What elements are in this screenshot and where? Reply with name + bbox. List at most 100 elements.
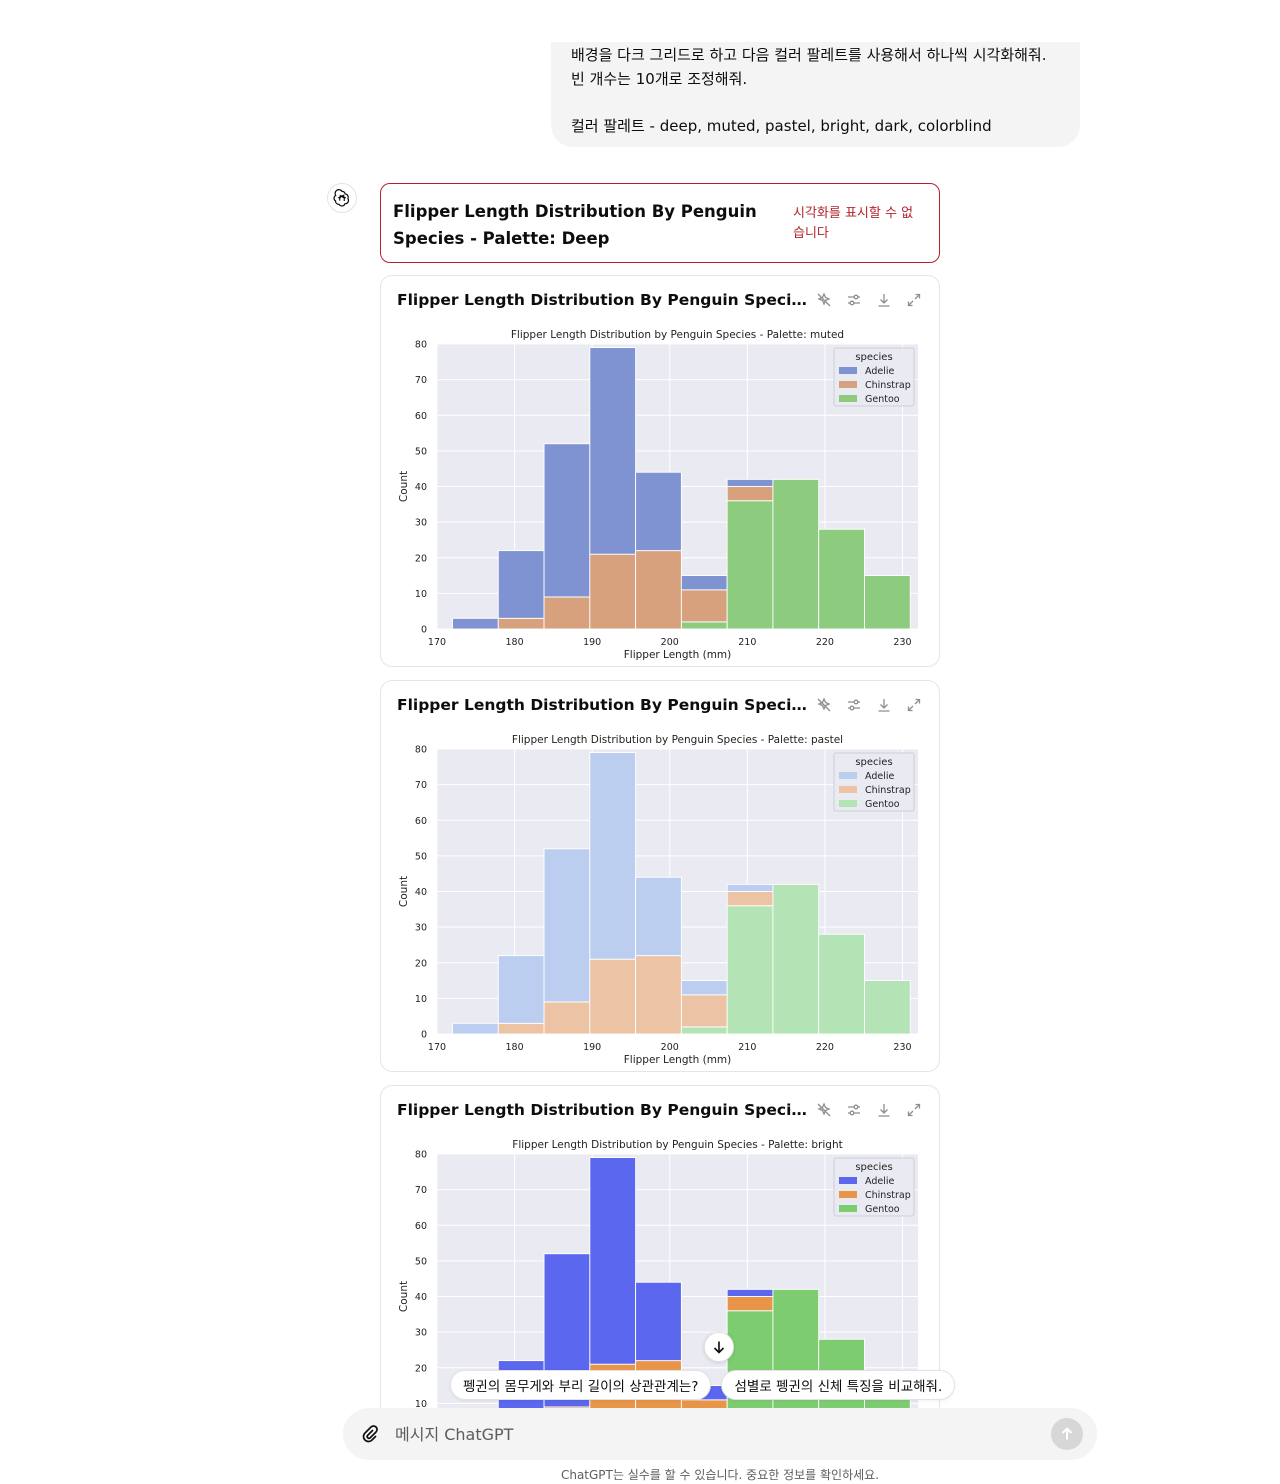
- histogram-bar: [635, 876, 682, 957]
- download-chart-button[interactable]: [875, 696, 893, 714]
- x-tick-label: 190: [583, 637, 601, 648]
- chart-card-header: Flipper Length Distribution By Penguin S…: [381, 276, 939, 324]
- x-tick-label: 230: [893, 637, 911, 648]
- legend-label: Chinstrap: [865, 785, 911, 796]
- download-icon: [878, 294, 890, 307]
- sliders-icon: [848, 1104, 860, 1116]
- expand-chart-button[interactable]: [905, 1101, 923, 1119]
- histogram-bar: [726, 1288, 774, 1297]
- y-tick-label: 10: [415, 1399, 427, 1410]
- histogram-bar: [497, 550, 545, 619]
- histogram-bar: [452, 1022, 499, 1035]
- x-tick-label: 220: [816, 637, 834, 648]
- histogram-bar: [772, 883, 820, 1035]
- chart-card-bright: Flipper Length Distribution By Penguin S…: [380, 1085, 940, 1425]
- y-tick-label: 20: [415, 553, 427, 564]
- histogram-bar: [589, 958, 637, 1035]
- sparkle-off-icon: [817, 697, 831, 712]
- customize-chart-button[interactable]: [845, 696, 863, 714]
- x-tick-label: 220: [816, 1042, 834, 1053]
- legend-title: species: [855, 1162, 892, 1173]
- chart-card-header: Flipper Length Distribution By Penguin S…: [381, 681, 939, 729]
- disclaimer-text: ChatGPT는 실수를 할 수 있습니다. 중요한 정보를 확인하세요.: [560, 1468, 880, 1482]
- histogram-bar: [726, 1296, 774, 1312]
- user-message-line: 배경을 다크 그리드로 하고 다음 컬러 팔레트를 사용해서 하나씩 시각화해줘…: [571, 46, 1052, 88]
- customize-chart-button[interactable]: [845, 291, 863, 309]
- download-chart-button[interactable]: [875, 1101, 893, 1119]
- send-button[interactable]: [1051, 1418, 1083, 1450]
- y-axis-label: Count: [398, 471, 410, 502]
- y-tick-label: 50: [415, 851, 427, 862]
- histogram-bar: [818, 528, 865, 630]
- download-icon: [878, 1104, 890, 1117]
- error-message: 시각화를 표시할 수 없습니다: [793, 206, 914, 241]
- chart-card-title: Flipper Length Distribution By Penguin S…: [397, 696, 809, 714]
- attach-file-button[interactable]: [357, 1421, 383, 1447]
- expand-chart-button[interactable]: [905, 291, 923, 309]
- sparkle-off-icon: [817, 1102, 831, 1117]
- histogram-bar: [589, 1157, 637, 1365]
- chart-title: Flipper Length Distribution by Penguin S…: [511, 329, 844, 341]
- y-tick-label: 60: [415, 411, 427, 422]
- y-tick-label: 80: [415, 340, 427, 351]
- legend-label: Adelie: [865, 1176, 894, 1187]
- sliders-icon: [848, 294, 860, 306]
- histogram-bar: [543, 1001, 591, 1035]
- y-tick-label: 20: [415, 958, 427, 969]
- histogram-bar: [452, 617, 499, 630]
- y-tick-label: 70: [415, 1185, 427, 1196]
- legend-swatch: [839, 772, 857, 779]
- histogram-bar: [680, 575, 728, 591]
- histogram-bar: [497, 617, 545, 630]
- expand-chart-button[interactable]: [905, 696, 923, 714]
- x-tick-label: 200: [661, 637, 679, 648]
- scroll-to-bottom-button[interactable]: [704, 1332, 734, 1362]
- y-tick-label: 50: [415, 446, 427, 457]
- switch-to-static-button[interactable]: [815, 291, 833, 309]
- legend-swatch: [839, 367, 857, 374]
- histogram-bar: [497, 1022, 545, 1035]
- y-tick-label: 60: [415, 816, 427, 827]
- legend-title: species: [855, 757, 892, 768]
- chart-toolbar: [815, 1101, 923, 1119]
- message-composer: [343, 1408, 1097, 1460]
- y-axis-label: Count: [398, 1281, 410, 1312]
- legend-label: Gentoo: [865, 799, 900, 810]
- y-tick-label: 30: [415, 1328, 427, 1339]
- histogram-bar: [864, 980, 911, 1035]
- histogram-bar: [726, 486, 774, 502]
- suggestion-chip[interactable]: 펭귄의 몸무게와 부리 길이의 상관관계는?: [450, 1370, 712, 1400]
- suggestion-chip[interactable]: 섬별로 펭귄의 신체 특징을 비교해줘.: [721, 1370, 956, 1400]
- customize-chart-button[interactable]: [845, 1101, 863, 1119]
- download-chart-button[interactable]: [875, 291, 893, 309]
- x-tick-label: 230: [893, 1042, 911, 1053]
- histogram-bar: [635, 471, 682, 552]
- x-tick-label: 180: [506, 1042, 524, 1053]
- x-axis-label: Flipper Length (mm): [624, 649, 732, 661]
- histogram-bar: [680, 994, 728, 1028]
- legend-swatch: [839, 395, 857, 402]
- histogram-bar: [726, 883, 774, 892]
- chart-toolbar: [815, 696, 923, 714]
- expand-icon: [907, 293, 921, 307]
- legend-label: Gentoo: [865, 394, 900, 405]
- chart-card-header: Flipper Length Distribution By Penguin S…: [381, 1086, 939, 1134]
- legend-label: Gentoo: [865, 1204, 900, 1215]
- histogram-bar: [864, 575, 911, 630]
- histogram-bar: [635, 550, 682, 630]
- histogram-bar: [772, 1288, 820, 1424]
- legend-label: Adelie: [865, 771, 894, 782]
- arrow-down-icon: [713, 1341, 725, 1354]
- message-input[interactable]: [395, 1424, 1051, 1444]
- histogram-bar: [497, 955, 545, 1024]
- switch-to-static-button[interactable]: [815, 1101, 833, 1119]
- histogram-bar: [589, 553, 637, 630]
- histogram-bar: [726, 891, 774, 907]
- legend-box: [833, 1157, 915, 1217]
- openai-logo-icon: [333, 189, 350, 207]
- x-axis-label: Flipper Length (mm): [624, 1054, 732, 1066]
- histogram-bar: [772, 478, 820, 630]
- switch-to-static-button[interactable]: [815, 696, 833, 714]
- x-tick-label: 190: [583, 1042, 601, 1053]
- histogram-bar: [726, 478, 774, 487]
